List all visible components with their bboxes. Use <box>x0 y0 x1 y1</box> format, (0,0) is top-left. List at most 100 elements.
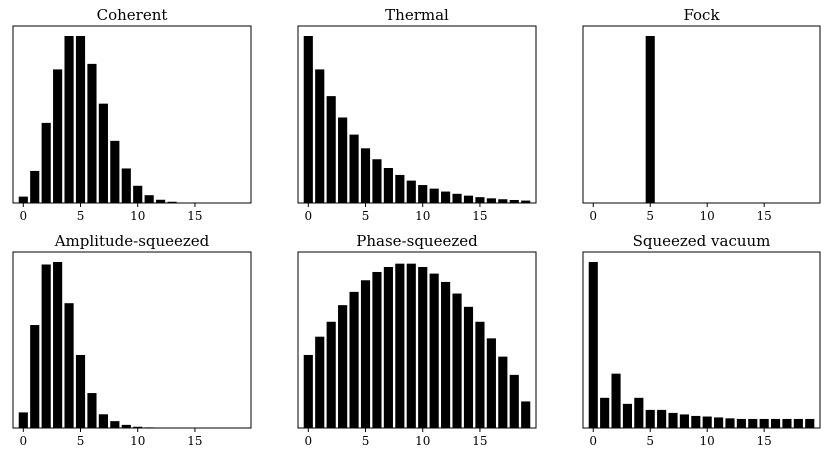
bar-9 <box>406 263 416 428</box>
x-tick-label: 0 <box>589 434 597 448</box>
x-tick-label: 15 <box>472 209 487 223</box>
bar-0 <box>18 412 28 428</box>
bar-11 <box>144 195 154 203</box>
bar-1 <box>315 336 325 428</box>
bar-15 <box>475 197 485 203</box>
bar-9 <box>121 424 131 428</box>
bar-11 <box>429 188 439 203</box>
bar-10 <box>418 185 428 203</box>
bar-17 <box>782 418 792 428</box>
chart-title: Squeezed vacuum <box>633 232 771 250</box>
chart-title: Amplitude-squeezed <box>54 232 210 250</box>
bar-9 <box>406 180 416 203</box>
bar-18 <box>793 418 803 428</box>
bar-11 <box>714 417 724 428</box>
bar-19 <box>521 200 531 203</box>
bar-16 <box>486 198 496 203</box>
x-tick-label: 5 <box>77 209 85 223</box>
x-tick-label: 10 <box>130 434 145 448</box>
bar-7 <box>668 412 678 428</box>
bar-7 <box>98 103 108 203</box>
bar-9 <box>121 168 131 203</box>
bar-1 <box>600 397 610 428</box>
bar-5 <box>75 36 86 203</box>
bar-12 <box>441 281 451 428</box>
bar-6 <box>87 63 97 203</box>
x-tick-label: 0 <box>19 209 27 223</box>
x-tick-label: 15 <box>757 209 772 223</box>
x-tick-label: 5 <box>646 209 654 223</box>
chart-title: Fock <box>683 6 720 24</box>
bar-4 <box>349 291 359 428</box>
bar-6 <box>372 271 382 428</box>
bar-5 <box>75 354 86 428</box>
bar-11 <box>429 273 439 428</box>
bar-7 <box>383 168 393 203</box>
bar-5 <box>645 36 655 203</box>
x-tick-label: 15 <box>757 434 772 448</box>
x-tick-label: 0 <box>304 434 312 448</box>
bar-14 <box>748 418 758 428</box>
bar-13 <box>452 293 462 428</box>
bar-6 <box>372 159 382 203</box>
x-tick-label: 5 <box>646 434 654 448</box>
bar-10 <box>702 416 712 428</box>
x-tick-label: 5 <box>362 209 370 223</box>
bar-17 <box>498 356 508 428</box>
bar-1 <box>30 325 40 428</box>
bar-4 <box>64 303 74 428</box>
x-tick-label: 10 <box>700 209 715 223</box>
bar-17 <box>498 199 508 203</box>
x-tick-label: 5 <box>77 434 85 448</box>
bar-13 <box>736 418 746 428</box>
bar-5 <box>645 409 655 428</box>
bar-15 <box>759 418 769 428</box>
x-tick-label: 5 <box>362 434 370 448</box>
bar-2 <box>41 122 51 203</box>
bar-3 <box>338 117 348 203</box>
bar-16 <box>486 338 496 428</box>
bar-2 <box>326 96 336 203</box>
x-tick-label: 15 <box>187 434 202 448</box>
plot-frame <box>297 251 537 429</box>
bar-6 <box>87 393 97 428</box>
bar-10 <box>133 426 143 428</box>
bar-3 <box>53 262 63 428</box>
bar-3 <box>622 403 632 428</box>
bar-4 <box>634 397 644 428</box>
bar-16 <box>771 418 781 428</box>
bar-8 <box>395 263 405 428</box>
x-tick-label: 0 <box>304 209 312 223</box>
chart-panel-2: Thermal 0 5 10 15 <box>297 6 537 223</box>
bar-9 <box>691 415 701 428</box>
bar-0 <box>303 36 313 203</box>
x-tick-label: 0 <box>589 209 597 223</box>
bar-12 <box>441 191 451 203</box>
bar-19 <box>805 418 815 428</box>
x-tick-label: 10 <box>130 209 145 223</box>
plot-frame <box>12 25 252 204</box>
bar-5 <box>360 148 371 203</box>
chart-title: Phase-squeezed <box>356 232 478 250</box>
plot-frame <box>12 251 252 429</box>
bar-14 <box>463 306 474 428</box>
bar-0 <box>303 354 313 428</box>
bar-12 <box>725 418 735 428</box>
plot-frame <box>297 25 537 204</box>
plot-frame <box>582 251 821 429</box>
bar-8 <box>110 140 120 203</box>
bar-1 <box>315 69 325 204</box>
bar-18 <box>509 199 519 203</box>
x-tick-label: 0 <box>19 434 27 448</box>
chart-panel-3: Fock 0 5 10 15 <box>582 6 821 223</box>
bar-14 <box>463 195 474 203</box>
bar-6 <box>657 409 667 428</box>
bar-0 <box>588 262 598 428</box>
chart-title: Coherent <box>97 6 168 24</box>
bar-13 <box>167 201 177 203</box>
x-tick-label: 10 <box>415 209 430 223</box>
bar-13 <box>452 193 462 203</box>
bar-3 <box>338 305 348 428</box>
bar-7 <box>383 266 393 428</box>
